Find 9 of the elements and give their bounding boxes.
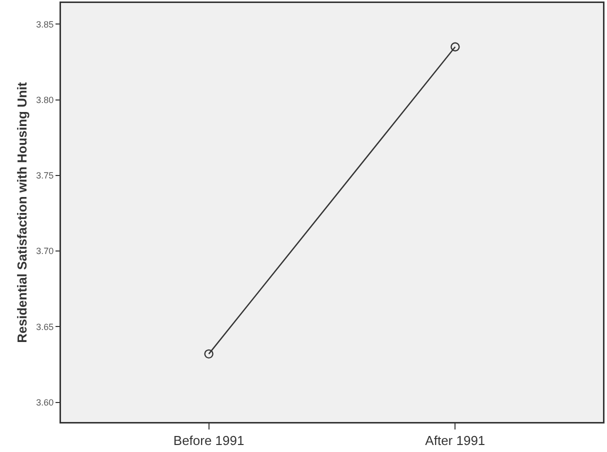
x-tick-label: Before 1991 — [173, 433, 244, 448]
y-tick-label: 3.65 — [36, 322, 54, 332]
y-tick-label: 3.85 — [36, 19, 54, 30]
y-axis-title: Residential Satisfaction with Housing Unit — [14, 81, 30, 343]
y-tick-label: 3.80 — [36, 94, 54, 105]
x-tick-label: After 1991 — [425, 433, 486, 448]
y-tick-label: 3.75 — [36, 170, 54, 181]
y-tick-label: 3.60 — [36, 397, 54, 408]
y-tick-label: 3.70 — [36, 246, 54, 256]
